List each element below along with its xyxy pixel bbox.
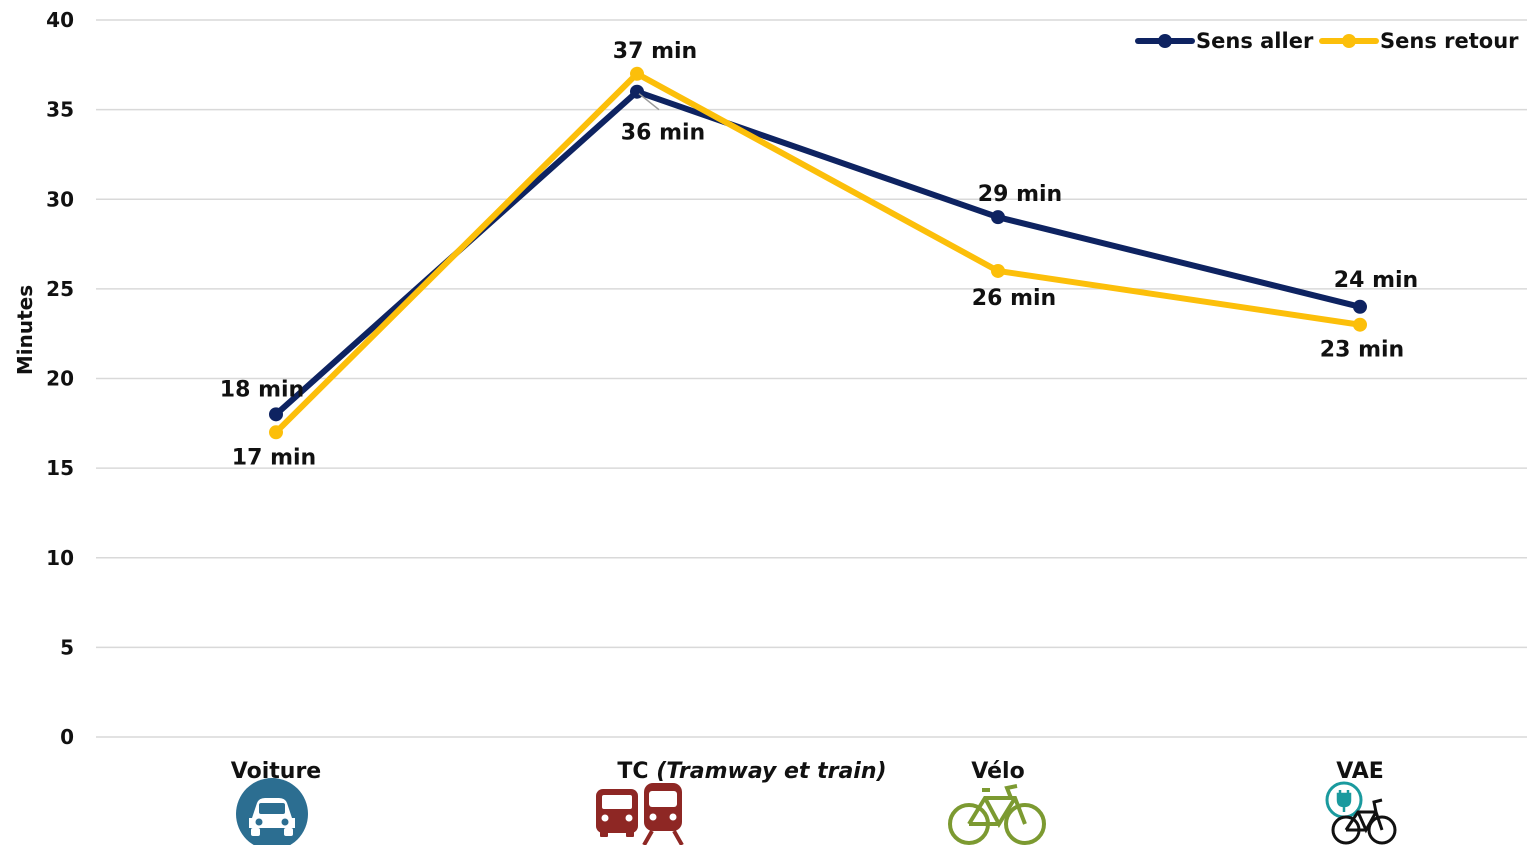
data-label: 23 min	[1320, 338, 1404, 363]
data-point	[269, 425, 283, 440]
x-category-label: Vélo	[971, 759, 1024, 784]
car-icon	[236, 778, 308, 845]
data-label: 18 min	[220, 377, 304, 402]
y-tick-label: 20	[46, 367, 74, 391]
x-category-label: TC (Tramway et train)	[617, 759, 886, 784]
x-axis-categories: Voiture TC (Tramway et train) Vélo VAE	[231, 759, 1384, 784]
series-line-sens-retour	[273, 70, 1361, 435]
y-axis-label: Minutes	[13, 285, 37, 375]
data-point	[630, 66, 644, 81]
legend: Sens aller Sens retour	[1135, 29, 1519, 53]
data-point	[1353, 299, 1367, 314]
data-point	[991, 210, 1005, 225]
series-lines	[269, 66, 1367, 440]
y-tick-label: 25	[46, 277, 74, 301]
label-leader-line	[638, 93, 660, 111]
gridlines	[96, 19, 1527, 738]
data-label: 29 min	[978, 182, 1062, 207]
y-tick-label: 15	[46, 456, 74, 480]
data-point	[1353, 317, 1367, 332]
legend-marker-sens-retour	[1342, 34, 1356, 48]
series-line-sens-aller	[274, 88, 1361, 417]
y-tick-label: 0	[60, 725, 74, 749]
data-label: 24 min	[1334, 268, 1418, 293]
data-label: 37 min	[613, 39, 697, 64]
data-labels: 18 min 36 min 29 min 24 min 17 min 37 min 26 m…	[220, 39, 1418, 470]
electric-bicycle-icon	[1325, 781, 1397, 845]
data-point	[269, 407, 283, 422]
data-label: 17 min	[232, 445, 316, 470]
y-tick-label: 40	[46, 8, 74, 32]
bicycle-icon	[948, 784, 1046, 845]
y-tick-label: 5	[60, 635, 74, 659]
legend-label-sens-aller: Sens aller	[1196, 29, 1314, 53]
legend-label-sens-retour: Sens retour	[1380, 29, 1519, 53]
y-tick-label: 35	[46, 98, 74, 122]
x-category-label: VAE	[1336, 759, 1384, 784]
bus-train-icon	[596, 783, 684, 845]
y-tick-label: 10	[46, 546, 74, 570]
y-tick-label: 30	[46, 187, 74, 211]
data-label: 36 min	[621, 121, 705, 146]
data-point	[991, 263, 1005, 278]
y-axis-ticks: 0 5 10 15 20 25 30 35 40	[46, 8, 74, 749]
data-label: 26 min	[972, 286, 1056, 311]
legend-marker-sens-aller	[1158, 34, 1172, 48]
